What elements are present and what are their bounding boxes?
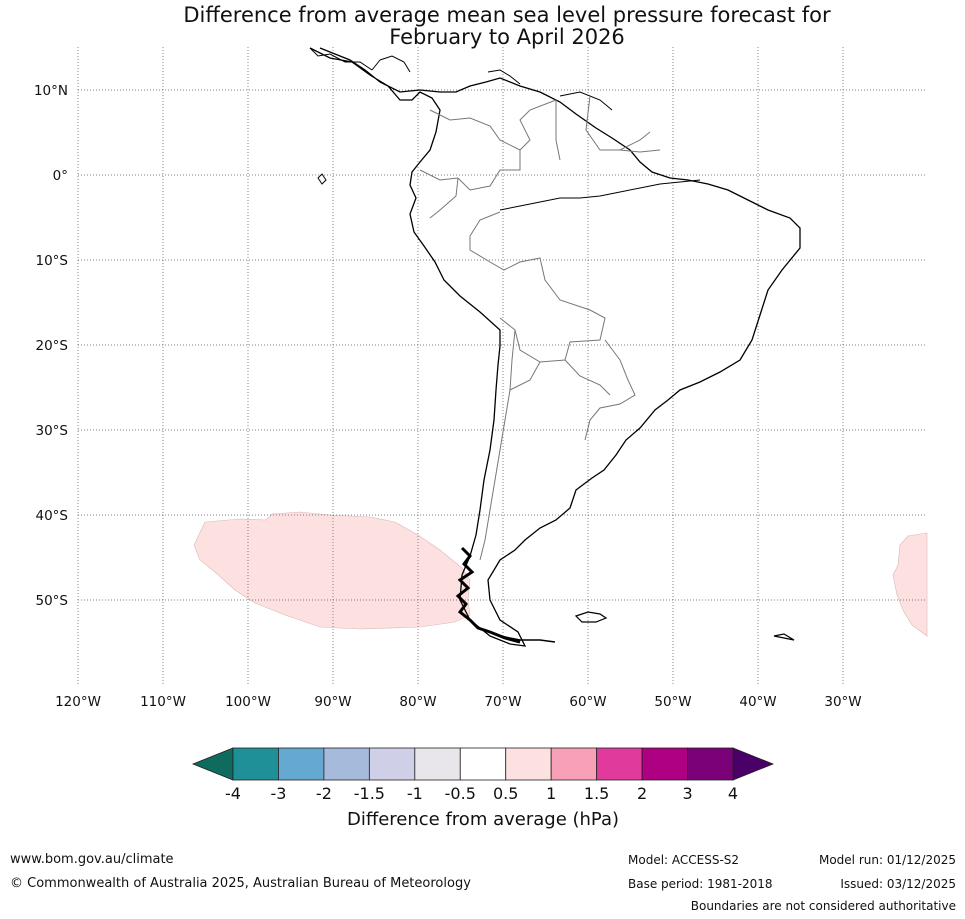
colorbar-swatch	[232, 747, 279, 781]
lat-label: 50°S	[36, 593, 69, 609]
colorbar-tick-label: -2	[316, 784, 332, 803]
colorbar-tick-label: -0.5	[445, 784, 476, 803]
base-period-text: Base period: 1981-2018	[628, 877, 773, 891]
anomaly-patch-atlantic	[892, 532, 928, 637]
lon-label: 80°W	[399, 694, 436, 710]
lat-label: 0°	[53, 168, 68, 184]
chile-fjords	[455, 546, 521, 644]
tierra-del-fuego	[499, 635, 556, 643]
colorbar-swatch	[368, 747, 416, 781]
colorbar-label: Difference from average (hPa)	[347, 809, 619, 830]
colorbar-tick-label: 2	[637, 784, 647, 803]
title-line-1: Difference from average mean sea level p…	[183, 3, 831, 27]
chart-title: Difference from average mean sea level p…	[0, 4, 965, 48]
colorbar-tick-label: -1.5	[354, 784, 385, 803]
colorbar-swatch	[414, 747, 461, 781]
colorbar-tick-label: 1.5	[584, 784, 609, 803]
lat-label: 10°N	[34, 83, 68, 99]
lon-label: 70°W	[484, 694, 521, 710]
colorbar-swatch	[596, 747, 643, 781]
central-america-coast	[309, 47, 613, 111]
south-america-coastline	[309, 47, 801, 647]
lon-label: 50°W	[654, 694, 691, 710]
map-area	[77, 47, 928, 685]
falkland-islands	[574, 611, 608, 623]
lon-label: 60°W	[569, 694, 606, 710]
colorbar-tick-label: 1	[546, 784, 556, 803]
colorbar-tick-label: -4	[225, 784, 241, 803]
colorbar-tick-label: 3	[682, 784, 692, 803]
lon-label: 100°W	[225, 694, 271, 710]
lon-label: 40°W	[739, 694, 776, 710]
lon-label: 110°W	[140, 694, 186, 710]
lon-label: 30°W	[824, 694, 861, 710]
colorbar-swatch	[459, 747, 507, 781]
lat-label: 30°S	[36, 423, 69, 439]
colorbar-swatch	[641, 747, 688, 781]
amazon-river	[499, 179, 701, 211]
south-georgia	[773, 633, 795, 641]
website-link[interactable]: www.bom.gov.au/climate	[10, 852, 174, 867]
graticule	[77, 47, 927, 685]
title-line-2: February to April 2026	[389, 25, 625, 49]
colorbar-swatch	[278, 747, 325, 781]
copyright-text: © Commonwealth of Australia 2025, Austra…	[10, 876, 471, 891]
colorbar-tick-label: 0.5	[493, 784, 518, 803]
model-text: Model: ACCESS-S2	[628, 853, 740, 867]
disclaimer-text: Boundaries are not considered authoritat…	[690, 899, 956, 913]
colorbar-max-extension	[732, 747, 775, 781]
colorbar-swatch	[323, 747, 370, 781]
colorbar-min-extension	[191, 747, 234, 781]
colorbar-swatch	[505, 747, 552, 781]
colorbar-swatch	[687, 747, 734, 781]
lat-label: 40°S	[36, 508, 69, 524]
anomaly-patch-pacific	[193, 511, 471, 630]
colorbar-tick-label: -1	[407, 784, 423, 803]
country-borders	[419, 95, 661, 561]
colorbar-tick-label: -3	[270, 784, 286, 803]
colorbar-swatch	[550, 747, 598, 781]
longitude-labels: 120°W 110°W 100°W 90°W 80°W 70°W 60°W 50…	[55, 694, 862, 710]
issued-text: Issued: 03/12/2025	[840, 877, 956, 891]
colorbar-tick-label: 4	[728, 784, 738, 803]
lat-label: 10°S	[36, 253, 69, 269]
model-run-text: Model run: 01/12/2025	[818, 853, 956, 867]
latitude-labels: 10°N 0° 10°S 20°S 30°S 40°S 50°S	[34, 83, 68, 609]
galapagos-islands	[317, 173, 327, 185]
lon-label: 90°W	[314, 694, 351, 710]
colorbar: -4 -3 -2 -1.5 -1 -0.5 0.5 1 1.5 2 3 4 Difference fr…	[191, 747, 775, 830]
lat-label: 20°S	[36, 338, 69, 354]
lon-label: 120°W	[55, 694, 101, 710]
